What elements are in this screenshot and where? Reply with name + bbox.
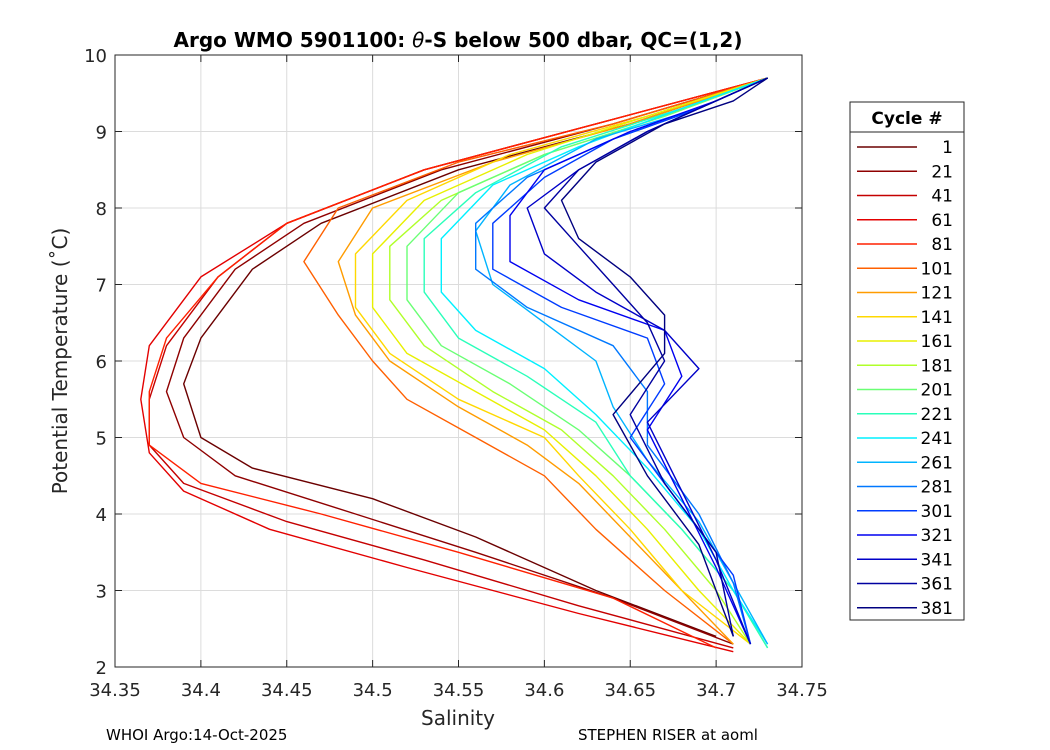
- series-line-cycle-381: [560, 77, 768, 637]
- legend-label: 301: [921, 502, 953, 522]
- legend-label: 201: [921, 381, 953, 401]
- legend-label: 281: [921, 478, 953, 498]
- series-line-cycle-101: [303, 77, 768, 645]
- series-line-cycle-321: [509, 77, 768, 645]
- y-tick-label: 2: [96, 658, 107, 679]
- series-line-cycle-261: [475, 77, 769, 645]
- legend: Cycle # 12141618110112114116118120122124…: [849, 101, 965, 621]
- legend-label: 121: [921, 284, 953, 304]
- y-tick-label: 9: [96, 123, 107, 144]
- y-tick-label: 7: [96, 276, 107, 297]
- legend-label: 361: [921, 575, 953, 595]
- legend-label: 221: [921, 405, 953, 425]
- legend-label: 261: [921, 453, 953, 473]
- series-line-cycle-361: [543, 77, 768, 637]
- series-line-cycle-161: [371, 77, 768, 645]
- series-line-cycle-141: [354, 77, 768, 645]
- legend-label: 61: [931, 211, 953, 231]
- series-line-cycle-21: [165, 77, 768, 645]
- series-line-cycle-1: [182, 77, 768, 638]
- x-tick-label: 34.75: [776, 680, 828, 701]
- legend-label: 181: [921, 356, 953, 376]
- x-axis-label: Salinity: [421, 706, 495, 730]
- y-tick-label: 10: [84, 46, 107, 67]
- axis-ticks: 34.35 34.4 34.45 34.5 34.55 34.6 34.65 34.7 34.7…: [84, 46, 828, 701]
- legend-label: 381: [921, 599, 953, 619]
- x-tick-label: 34.65: [604, 680, 656, 701]
- x-tick-label: 34.55: [433, 680, 485, 701]
- legend-label: 81: [931, 235, 953, 255]
- x-tick-label: 34.6: [524, 680, 564, 701]
- legend-label: 101: [921, 259, 953, 279]
- grid-lines: [114, 54, 803, 668]
- x-tick-label: 34.4: [181, 680, 221, 701]
- x-tick-label: 34.5: [353, 680, 393, 701]
- legend-label: 241: [921, 429, 953, 449]
- legend-title: Cycle #: [871, 109, 942, 129]
- series-line-cycle-81: [148, 77, 768, 649]
- x-tick-label: 34.45: [261, 680, 313, 701]
- footer-left: WHOI Argo:14-Oct-2025: [106, 726, 288, 744]
- x-tick-label: 34.7: [696, 680, 736, 701]
- legend-items: 1214161811011211411611812012212412612813…: [857, 138, 953, 619]
- legend-label: 21: [931, 162, 953, 182]
- y-tick-label: 3: [96, 582, 107, 603]
- legend-label: 1: [942, 138, 953, 158]
- legend-label: 161: [921, 332, 953, 352]
- footer-right: STEPHEN RISER at aoml: [578, 726, 758, 744]
- y-tick-label: 6: [96, 352, 107, 373]
- y-tick-label: 4: [96, 505, 107, 526]
- series-layer: [140, 77, 769, 653]
- y-tick-label: 8: [96, 199, 107, 220]
- x-tick-label: 34.35: [89, 680, 141, 701]
- legend-label: 141: [921, 308, 953, 328]
- legend-label: 321: [921, 526, 953, 546]
- chart-title: Argo WMO 5901100: θ-S below 500 dbar, QC…: [174, 28, 743, 52]
- legend-label: 41: [931, 187, 953, 207]
- legend-label: 341: [921, 550, 953, 570]
- legend-box: [849, 101, 965, 621]
- y-axis-label: Potential Temperature (˚C): [48, 228, 72, 495]
- series-line-cycle-221: [423, 77, 769, 649]
- y-tick-label: 5: [96, 429, 107, 450]
